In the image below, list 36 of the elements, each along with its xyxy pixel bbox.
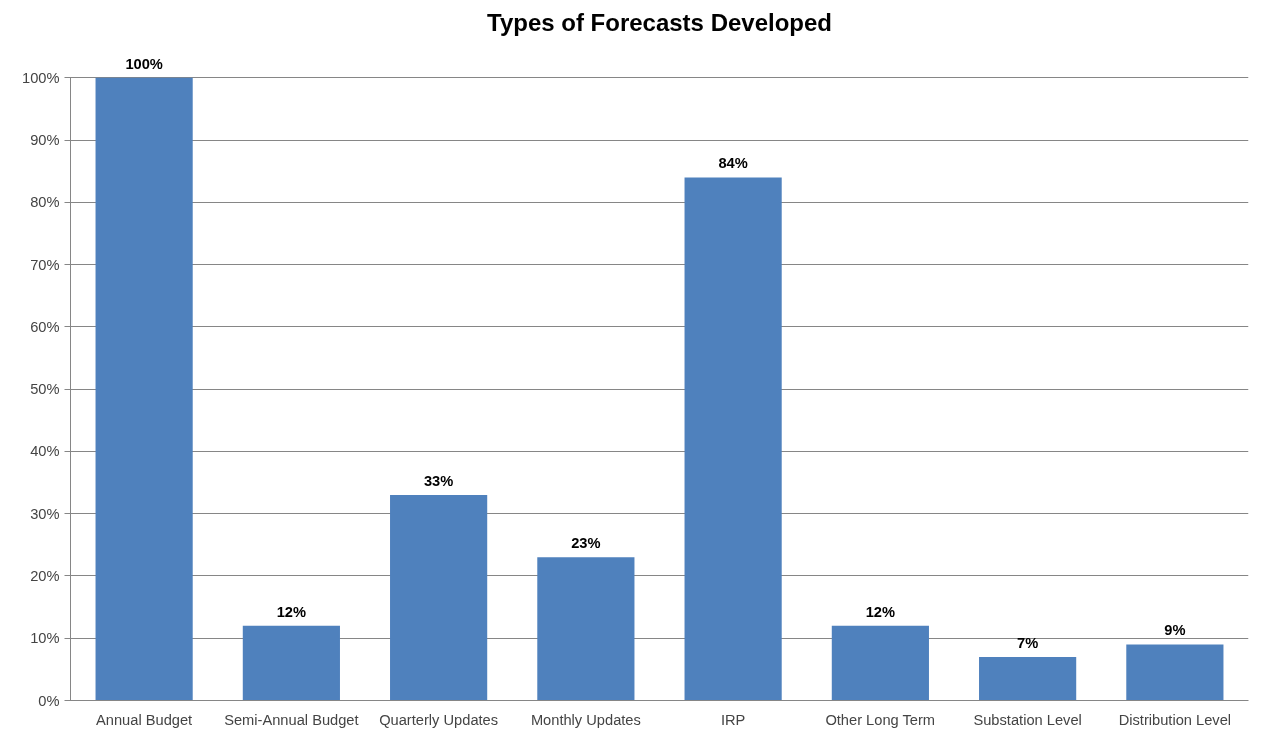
y-tick-label: 80% (30, 194, 60, 211)
bar (95, 77, 193, 701)
bar (537, 557, 635, 701)
data-label: 100% (125, 55, 163, 72)
y-tick-label: 100% (22, 69, 60, 86)
x-tick-label: Other Long Term (825, 711, 936, 728)
x-tick-label: Quarterly Updates (379, 711, 499, 728)
y-tick-label: 40% (30, 443, 60, 460)
data-label: 12% (276, 603, 307, 620)
data-label: 23% (571, 535, 601, 552)
y-tick-label: 10% (30, 630, 60, 647)
x-tick-label: IRP (720, 711, 746, 728)
data-label: 9% (1164, 622, 1186, 639)
x-tick-label: Distribution Level (1118, 711, 1232, 728)
bar (390, 495, 488, 701)
data-label: 84% (718, 155, 748, 172)
data-label: 12% (865, 603, 896, 620)
data-label: 7% (1017, 634, 1039, 651)
y-tick-label: 70% (30, 256, 60, 273)
data-label: 33% (423, 473, 454, 490)
x-tick-label: Substation Level (973, 711, 1082, 728)
bar (831, 625, 929, 701)
y-tick-label: 60% (30, 318, 60, 335)
bar (242, 625, 340, 701)
y-tick-label: 20% (30, 567, 60, 584)
y-tick-label: 30% (30, 505, 60, 522)
chart-title: Types of Forecasts Developed (487, 8, 832, 36)
y-tick-label: 50% (30, 381, 60, 398)
x-tick-label: Monthly Updates (530, 711, 641, 728)
y-tick-label: 90% (30, 132, 60, 149)
bar (684, 177, 782, 701)
bar (979, 656, 1077, 701)
x-tick-label: Semi-Annual Budget (224, 711, 359, 728)
x-tick-label: Annual Budget (96, 711, 193, 728)
y-tick-label: 0% (38, 692, 60, 709)
bar (1126, 644, 1224, 701)
